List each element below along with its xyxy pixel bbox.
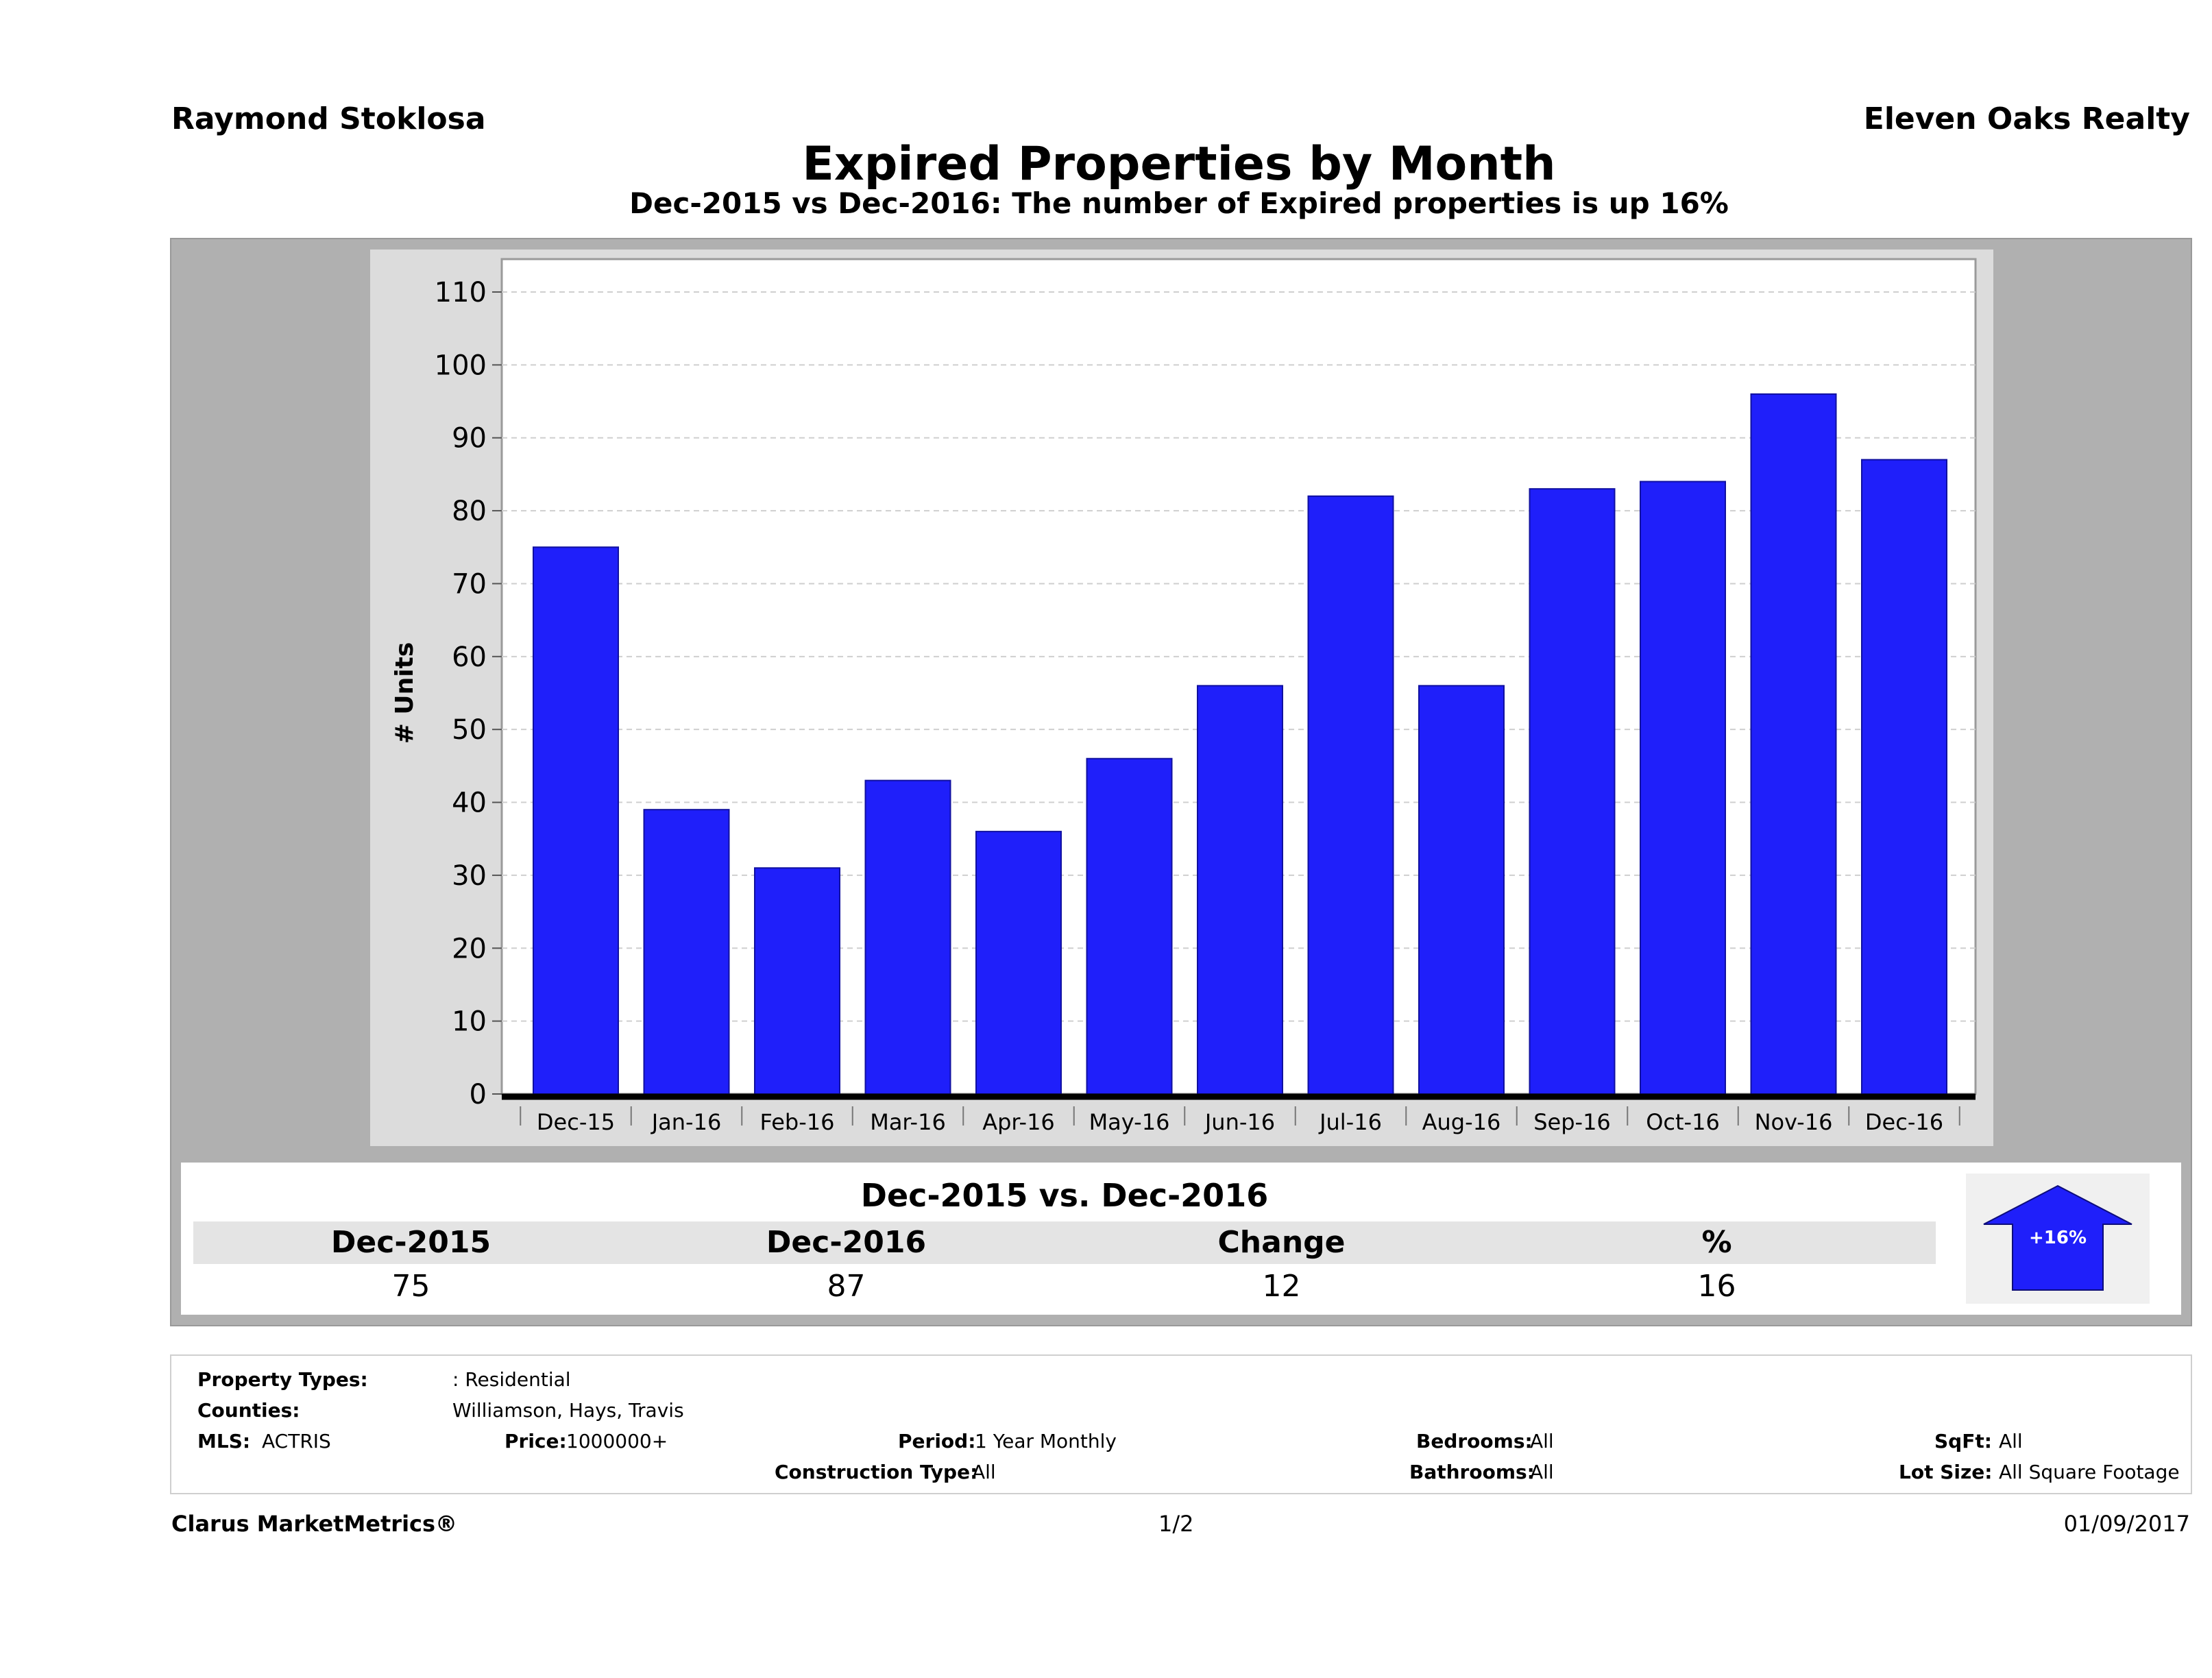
y-tick-label: 20 [452,933,487,964]
change-badge-label: +16% [2029,1228,2087,1248]
y-tick-label: 70 [452,568,487,600]
summary-value-cell: 75 [391,1269,430,1304]
bar [754,867,840,1095]
summary-header-row: Dec-2015 Dec-2016 Change % [193,1221,1936,1264]
bar [1640,481,1726,1095]
x-tick-label: Jun-16 [1204,1109,1275,1135]
price-label: Price: [505,1430,567,1452]
x-tick-label: Feb-16 [760,1109,835,1135]
x-axis-ticks: Dec-15 Jan-16 Feb-16 Mar-16 Apr-16 May-16 Jun-… [520,1106,1960,1135]
footer-date: 01/09/2017 [2063,1511,2190,1537]
summary-header-cell: Change [1217,1225,1346,1260]
summary-header-cell: Dec-2016 [766,1225,927,1260]
y-tick-label: 0 [470,1079,487,1110]
y-tick-label: 60 [452,642,487,673]
counties-label: Counties: [197,1399,300,1422]
summary-title: Dec-2015 vs. Dec-2016 [193,1174,1936,1217]
bar-chart: 0 10 20 30 40 50 60 70 80 90 100 110 Dec-15 Jan-16 Fe… [391,258,1977,1135]
up-arrow-icon: +16% [1983,1184,2132,1291]
summary-value-cell: 12 [1262,1269,1301,1304]
y-axis-ticks: 0 10 20 30 40 50 60 70 80 90 100 110 [435,277,502,1110]
summary-header-cell: % [1701,1225,1732,1260]
agent-name: Raymond Stoklosa [171,101,486,136]
change-badge: +16% [1966,1174,2150,1304]
y-tick-label: 50 [452,714,487,746]
construction-type-label: Construction Type: [775,1461,978,1483]
x-tick-label: Mar-16 [870,1109,946,1135]
construction-type-value: All [972,1461,996,1483]
counties-value: Williamson, Hays, Travis [452,1399,684,1422]
x-tick-label: Jan-16 [651,1109,722,1135]
bar [1307,495,1394,1095]
period-value: 1 Year Monthly [975,1430,1117,1452]
bar [864,779,951,1095]
brokerage-name: Eleven Oaks Realty [1863,101,2190,136]
bar [1418,685,1505,1095]
bar [1529,488,1616,1095]
y-axis-label: # Units [391,642,419,744]
summary-value-cell: 87 [827,1269,866,1304]
bar [533,546,619,1095]
period-label: Period: [898,1430,976,1452]
bedrooms-label: Bedrooms: [1416,1430,1533,1452]
x-tick-label: Dec-16 [1865,1109,1943,1135]
y-tick-label: 100 [435,350,487,381]
page-title: Expired Properties by Month [802,137,1556,191]
lot-size-label: Lot Size: [1899,1461,1993,1483]
bar [643,809,730,1095]
mls-label: MLS: [197,1430,251,1452]
sqft-label: SqFt: [1934,1430,1992,1452]
bar [1086,757,1173,1095]
x-tick-label: Dec-15 [537,1109,615,1135]
bars [502,393,1976,1100]
price-value: 1000000+ [566,1430,668,1452]
y-tick-label: 110 [435,277,487,308]
x-tick-label: Sep-16 [1533,1109,1611,1135]
bedrooms-value: All [1530,1430,1554,1452]
x-tick-label: Aug-16 [1422,1109,1501,1135]
sqft-value: All [1999,1430,2023,1452]
x-tick-label: Apr-16 [982,1109,1055,1135]
y-tick-label: 30 [452,860,487,892]
search-parameters: Property Types: : Residential Counties: … [170,1354,2192,1494]
footer-product: Clarus MarketMetrics® [171,1511,458,1537]
summary-value-row: 75 87 12 16 [193,1267,1936,1306]
lot-size-value: All Square Footage [1999,1461,2180,1483]
summary-header-cell: Dec-2015 [330,1225,491,1260]
y-tick-label: 10 [452,1006,487,1038]
footer-page-number: 1/2 [1158,1511,1194,1537]
property-types-label: Property Types: [197,1368,368,1391]
y-tick-label: 80 [452,496,487,527]
y-tick-label: 90 [452,423,487,454]
property-types-value: : Residential [452,1368,571,1391]
x-tick-label: May-16 [1089,1109,1170,1135]
summary-value-cell: 16 [1697,1269,1736,1304]
bar [975,831,1062,1095]
page-subtitle: Dec-2015 vs Dec-2016: The number of Expi… [629,186,1729,220]
x-tick-label: Nov-16 [1755,1109,1833,1135]
bar [1197,685,1283,1095]
y-tick-label: 40 [452,788,487,819]
bar [1861,459,1947,1095]
x-tick-label: Jul-16 [1318,1109,1382,1135]
x-tick-label: Oct-16 [1646,1109,1720,1135]
mls-value: ACTRIS [262,1430,331,1452]
bar [1750,393,1837,1095]
bathrooms-label: Bathrooms: [1409,1461,1535,1483]
bathrooms-value: All [1530,1461,1554,1483]
